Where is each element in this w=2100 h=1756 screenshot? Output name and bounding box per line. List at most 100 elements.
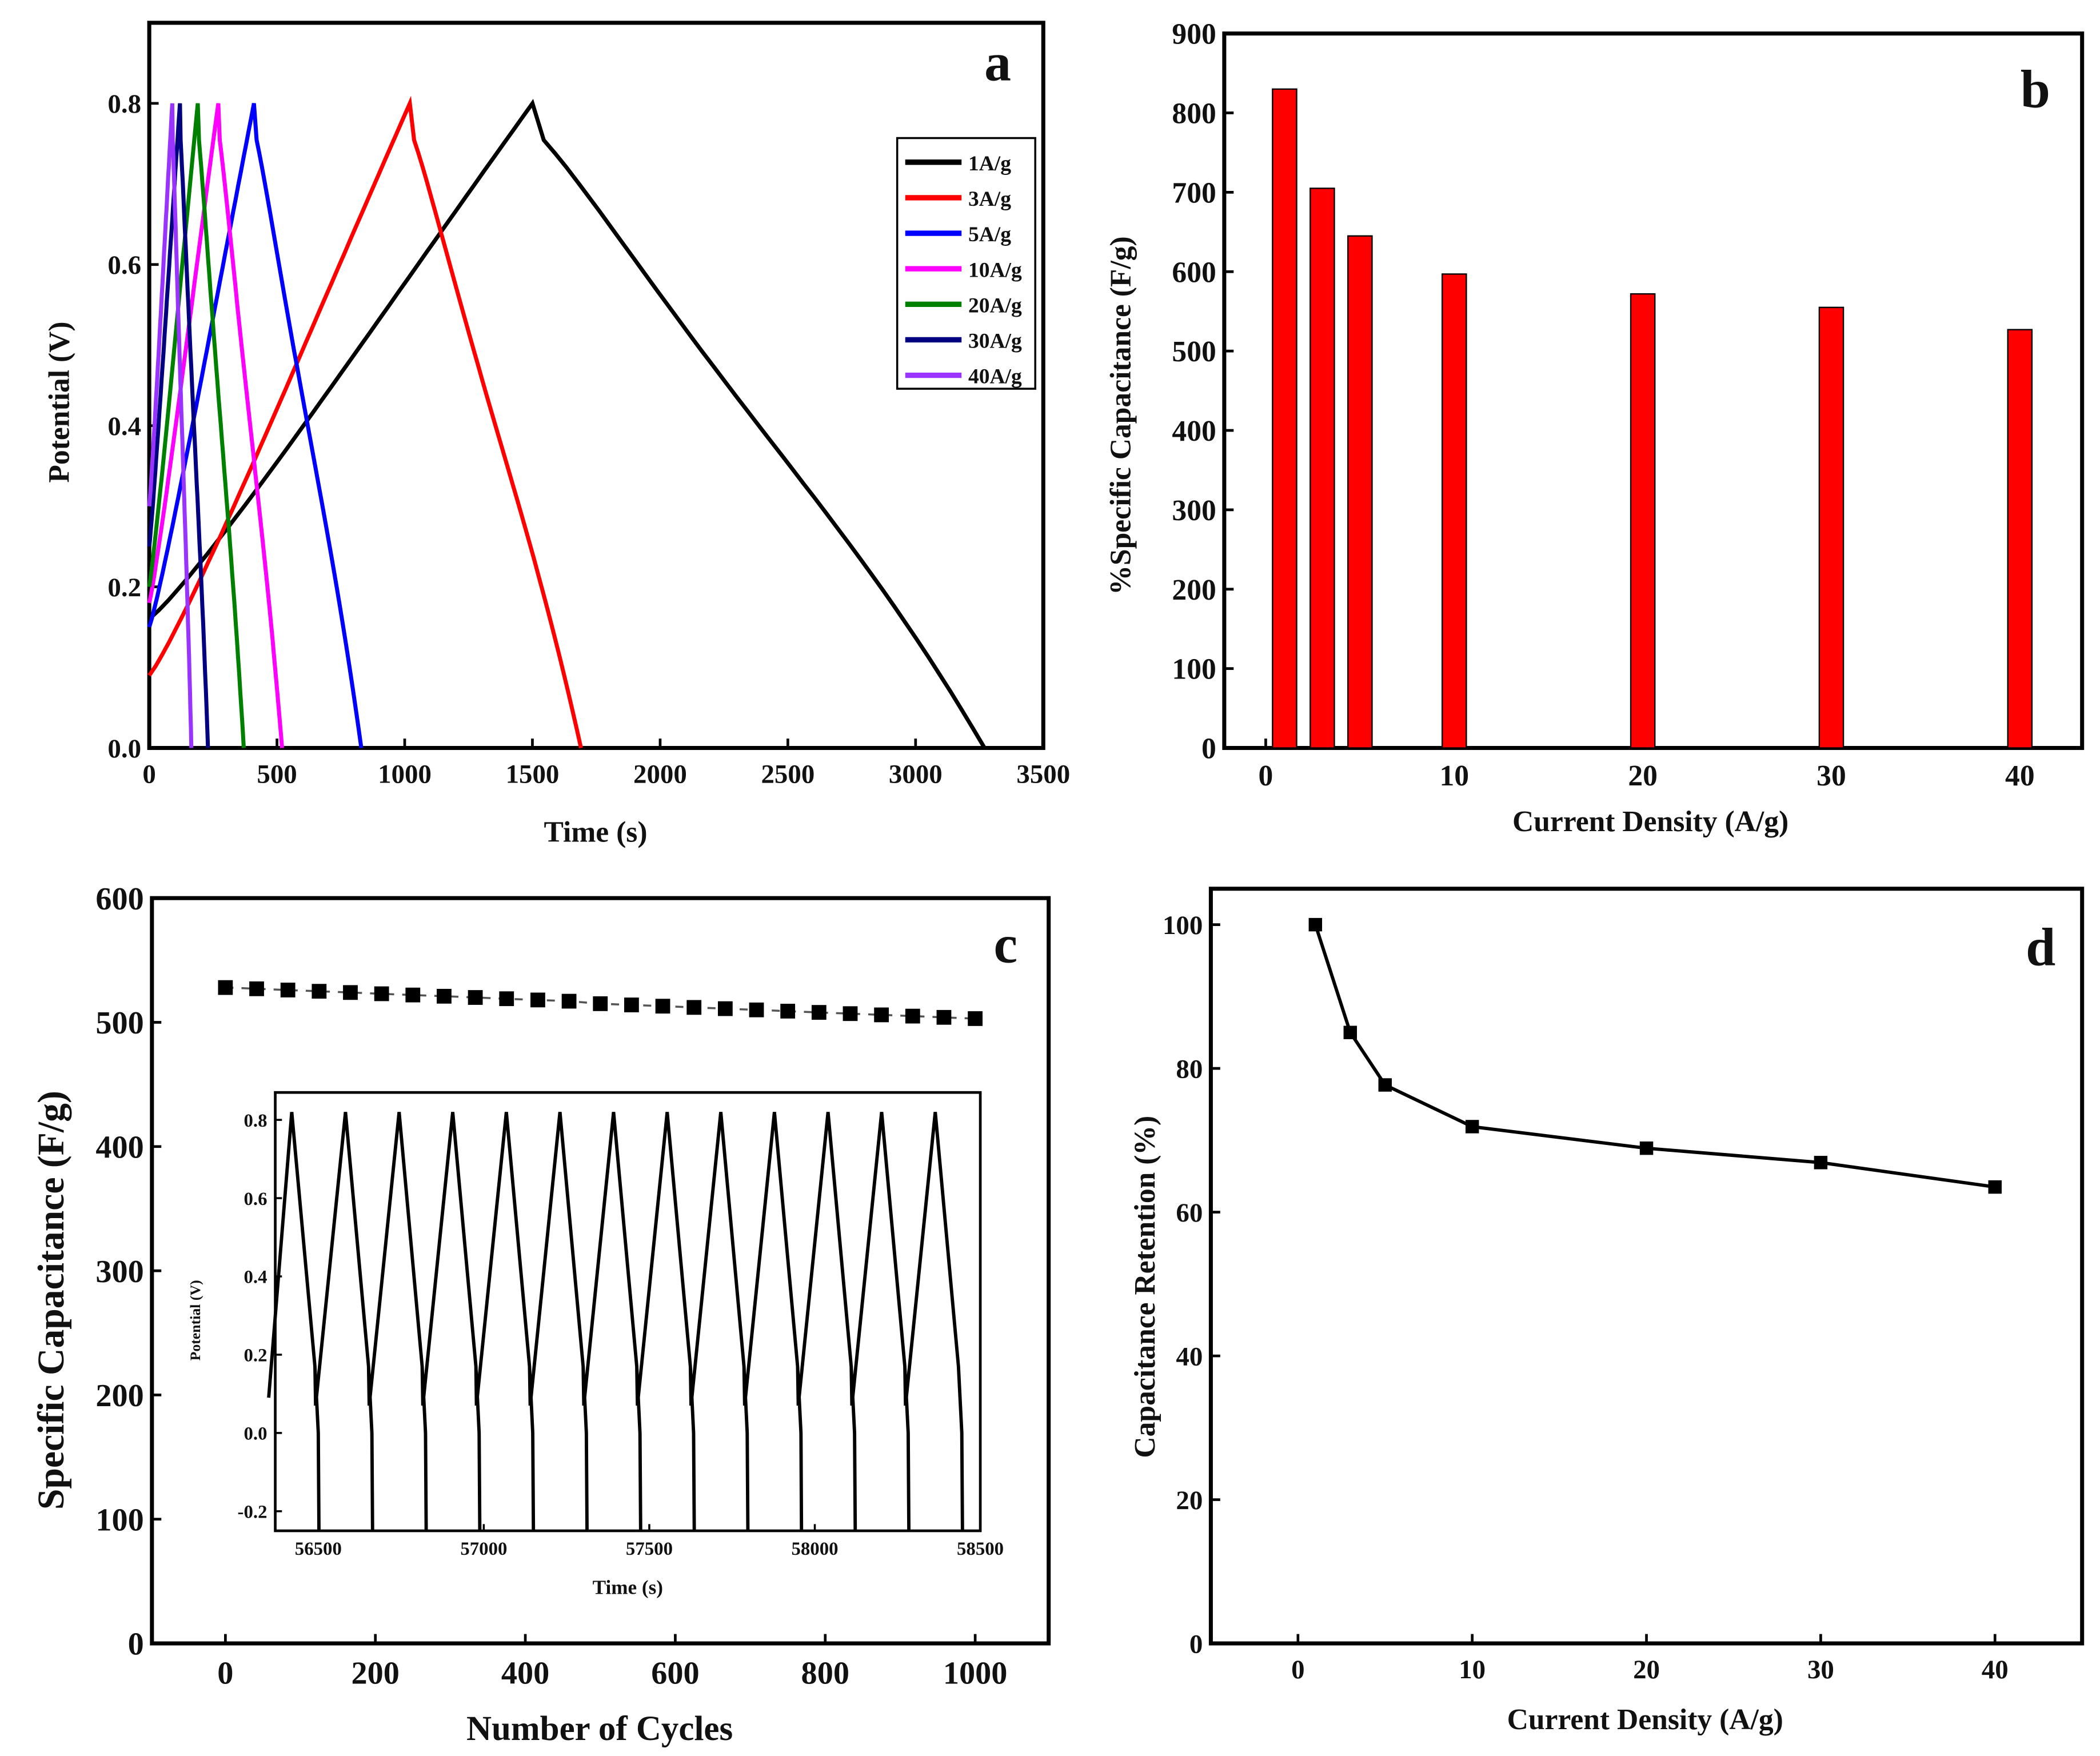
inset-xtick-label: 56500 [295, 1539, 342, 1559]
data-point [1988, 1180, 2002, 1194]
series-line-10A-per-g [147, 103, 285, 748]
panel-c-ytick-label: 300 [95, 1254, 143, 1290]
panel-d-xtick-label: 40 [1982, 1655, 2009, 1685]
panel-a-xtick-label: 1000 [378, 760, 432, 789]
panel-c-xtick-label: 400 [501, 1655, 549, 1691]
panel-d-ytick-label: 100 [1163, 911, 1203, 940]
panel-b-xtick-label: 40 [2005, 760, 2035, 792]
panel-b-ylabel: %Specific Capacitance (F/g) [1105, 236, 1137, 594]
data-point [499, 991, 514, 1007]
data-point [968, 1011, 983, 1026]
data-point [593, 996, 608, 1011]
data-point [280, 983, 296, 997]
panel-a-xtick-label: 0 [142, 760, 155, 789]
panel-d-ytick-label: 40 [1176, 1342, 1203, 1371]
panel-b-xtick-label: 20 [1628, 760, 1658, 792]
data-point [561, 993, 577, 1009]
panel-a-xtick-label: 1500 [506, 760, 560, 789]
panel-a-xtick-label: 2000 [633, 760, 687, 789]
inset-ytick-label: 0.0 [243, 1424, 267, 1444]
inset-ytick-label: 0.6 [243, 1189, 267, 1210]
panel-d: d Current Density (A/g) Capacitance Rete… [1129, 887, 2085, 1736]
data-point [936, 1009, 952, 1025]
panel-a-ytick-label: 0.6 [107, 250, 141, 280]
panel-b-xtick-label: 30 [1816, 760, 1846, 792]
panel-a-ytick-label: 0.2 [107, 573, 141, 602]
data-point [874, 1007, 889, 1023]
legend-label: 40A/g [968, 365, 1022, 389]
legend-label: 10A/g [968, 258, 1022, 282]
data-point [749, 1002, 764, 1017]
data-point [1343, 1025, 1358, 1039]
panel-b-ytick-label: 200 [1172, 574, 1216, 606]
data-point [437, 988, 452, 1004]
panel-b-ytick-label: 800 [1172, 98, 1216, 130]
panel-a-ylabel: Potential (V) [43, 321, 75, 482]
inset-xtick-label: 58500 [957, 1539, 1004, 1559]
panel-b: b Current Density (A/g) %Specific Capaci… [1105, 18, 2085, 838]
panel-d-ytick-label: 0 [1189, 1629, 1203, 1659]
data-point [811, 1005, 827, 1020]
panel-a-xtick-label: 500 [257, 760, 297, 789]
panel-c-ytick-label: 400 [95, 1130, 143, 1165]
panel-b-xtick-label: 0 [1259, 760, 1273, 792]
panel-c-ytick-label: 0 [128, 1627, 144, 1662]
panel-c-xtick-label: 800 [801, 1655, 849, 1691]
panel-d-xtick-label: 20 [1633, 1655, 1660, 1685]
panel-d-xtick-label: 0 [1291, 1655, 1304, 1685]
bar [1818, 306, 1845, 749]
data-point [312, 984, 327, 999]
panel-a-ytick-label: 0.0 [107, 734, 141, 764]
series-line [1314, 924, 1995, 1189]
data-point [530, 992, 545, 1008]
series-line-3A-per-g [147, 95, 583, 749]
panel-a-xtick-label: 3500 [1016, 760, 1070, 789]
panel-a-plot-frame [147, 21, 1045, 751]
panel-b-ytick-label: 600 [1172, 256, 1216, 289]
inset-xtick-label: 57000 [460, 1539, 507, 1559]
data-point [343, 985, 358, 1000]
data-point [374, 986, 389, 1001]
bar [1347, 235, 1373, 749]
inset-ytick-label: -0.2 [238, 1502, 268, 1523]
inset-xlabel: Time (s) [593, 1576, 663, 1598]
bar [2007, 329, 2033, 749]
inset-chart: 56500 57000 57500 58000 58500 0.8 0.6 0.4 0.2 0.0… [238, 1091, 1004, 1559]
panel-b-ytick-label: 100 [1172, 653, 1216, 686]
bar [1441, 273, 1467, 749]
panel-d-xtick-label: 30 [1807, 1655, 1834, 1685]
series-line-1A-per-g [147, 98, 987, 749]
data-point [1308, 917, 1323, 932]
legend-label: 30A/g [968, 330, 1022, 353]
inset-ytick-label: 0.4 [243, 1267, 267, 1288]
inset-ytick-label: 0.2 [243, 1346, 267, 1366]
series-line-30A-per-g [147, 103, 210, 748]
data-point [1639, 1141, 1654, 1155]
legend-box [896, 137, 1036, 390]
legend-label: 1A/g [968, 152, 1011, 175]
panel-d-ylabel: Capacitance Retention (%) [1129, 1116, 1161, 1458]
panel-a: a Time (s) Potential (V) 0 500 1000 1500 200… [43, 21, 1070, 849]
panel-a-xlabel: Time (s) [544, 816, 648, 849]
panel-c-xtick-label: 200 [352, 1655, 400, 1691]
panel-c-xlabel: Number of Cycles [466, 1710, 733, 1748]
panel-c-ytick-label: 600 [95, 881, 143, 917]
panel-b-xlabel: Current Density (A/g) [1512, 805, 1788, 838]
data-point [218, 980, 233, 995]
data-point [249, 981, 264, 996]
panel-a-letter: a [984, 33, 1011, 93]
panel-d-xlabel: Current Density (A/g) [1507, 1703, 1783, 1736]
data-point [1378, 1078, 1392, 1092]
data-point [843, 1006, 858, 1021]
panel-b-ytick-label: 400 [1172, 415, 1216, 448]
series-line-20A-per-g [147, 103, 246, 748]
panel-c-ylabel: Specific Capacitance (F/g) [30, 1091, 72, 1510]
series-line-40A-per-g [147, 103, 194, 748]
panel-a-ytick-label: 0.8 [107, 89, 141, 119]
data-point [1465, 1120, 1479, 1134]
data-point [405, 987, 421, 1003]
legend-label: 3A/g [968, 187, 1011, 211]
inset-frame [274, 1091, 982, 1532]
panel-c-ytick-label: 200 [95, 1378, 143, 1414]
panel-a-xtick-label: 3000 [889, 760, 943, 789]
